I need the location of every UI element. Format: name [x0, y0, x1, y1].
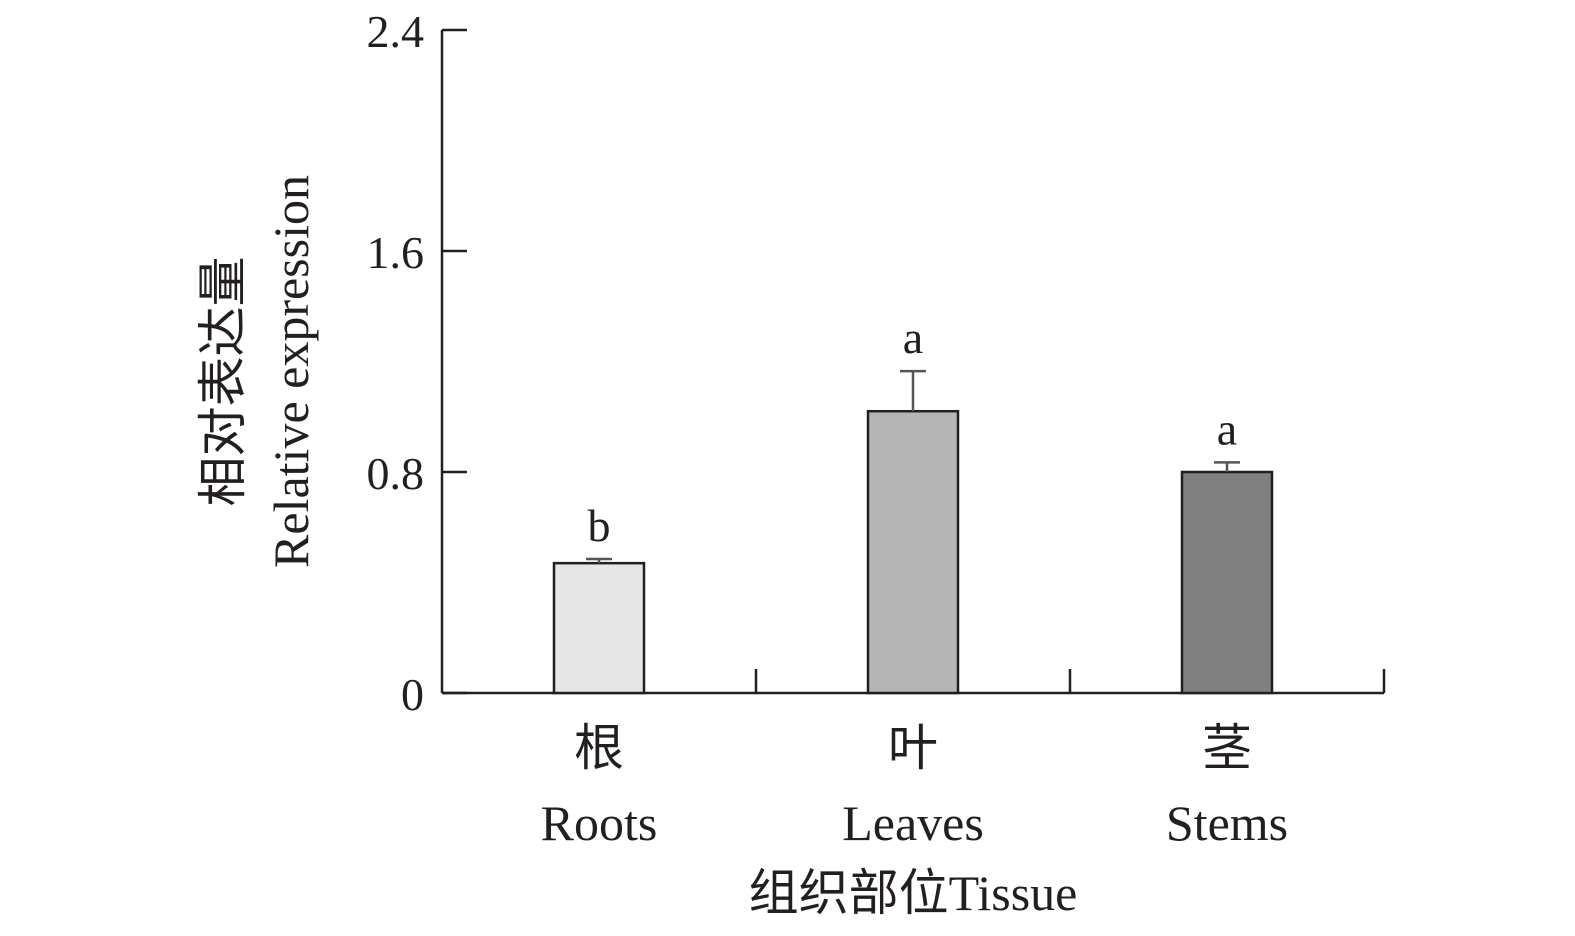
x-axis-title: 组织部位Tissue	[749, 865, 1078, 921]
x-tick-label-zh: 茎	[1202, 720, 1252, 776]
y-tick-label: 2.4	[367, 6, 425, 57]
y-tick-label: 0	[401, 669, 424, 720]
x-tick-label-en: Roots	[541, 795, 658, 851]
y-tick-label: 1.6	[367, 227, 425, 278]
x-tick-label-en: Stems	[1166, 795, 1288, 851]
bar-stems	[1180, 470, 1274, 695]
significance-label: a	[1217, 403, 1237, 454]
significance-label: a	[903, 312, 923, 363]
y-tick-label: 0.8	[367, 448, 425, 499]
x-tick-label-en: Leaves	[842, 795, 984, 851]
labels: 0 0.8 1.6 2.4 b 根 Roots a 叶 Leaves a 茎 Stems 组织部位Tiss…	[195, 6, 1288, 921]
x-tick-label-zh: 根	[574, 720, 624, 776]
x-tick-label-zh: 叶	[888, 720, 938, 776]
y-axis-title-zh: 相对表达量	[195, 257, 251, 507]
bars	[552, 369, 1274, 695]
bar-leaves	[866, 409, 960, 695]
significance-label: b	[588, 500, 611, 551]
y-axis-title-en: Relative expression	[263, 175, 319, 568]
bar-roots	[552, 561, 646, 695]
